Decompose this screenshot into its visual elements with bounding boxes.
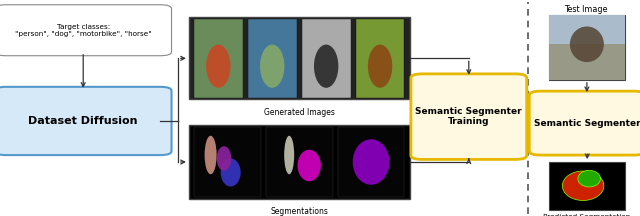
Ellipse shape <box>563 171 604 200</box>
Text: Semantic Segmenter: Semantic Segmenter <box>534 119 640 128</box>
Ellipse shape <box>578 170 600 187</box>
Text: Segmentations: Segmentations <box>270 207 328 216</box>
Text: Predicted Segmentation: Predicted Segmentation <box>543 214 630 216</box>
FancyBboxPatch shape <box>411 74 527 159</box>
FancyBboxPatch shape <box>0 5 172 56</box>
Bar <box>549 15 625 80</box>
Ellipse shape <box>221 159 241 186</box>
FancyBboxPatch shape <box>0 87 172 155</box>
Bar <box>194 19 243 98</box>
Ellipse shape <box>205 136 216 174</box>
Bar <box>549 44 625 80</box>
Bar <box>356 19 404 98</box>
Bar <box>189 17 410 99</box>
Text: Test Image: Test Image <box>564 5 607 14</box>
Bar <box>248 19 297 98</box>
Bar <box>338 127 404 197</box>
Ellipse shape <box>206 44 230 88</box>
Bar <box>194 127 260 197</box>
Text: Target classes:
"person", "dog", "motorbike", "horse": Target classes: "person", "dog", "motorb… <box>15 24 152 37</box>
Bar <box>266 127 333 197</box>
Bar <box>189 125 410 199</box>
Ellipse shape <box>353 139 390 185</box>
Text: Generated Images: Generated Images <box>264 108 335 117</box>
Ellipse shape <box>570 27 604 62</box>
Bar <box>549 15 625 44</box>
Ellipse shape <box>314 44 339 88</box>
Ellipse shape <box>298 150 321 181</box>
Ellipse shape <box>260 44 284 88</box>
Bar <box>302 19 351 98</box>
FancyBboxPatch shape <box>529 91 640 155</box>
Bar <box>549 162 625 210</box>
Ellipse shape <box>368 44 392 88</box>
Text: Semantic Segmenter
Training: Semantic Segmenter Training <box>415 107 522 126</box>
Ellipse shape <box>284 136 294 174</box>
Text: Dataset Diffusion: Dataset Diffusion <box>28 116 138 126</box>
Ellipse shape <box>216 146 231 171</box>
